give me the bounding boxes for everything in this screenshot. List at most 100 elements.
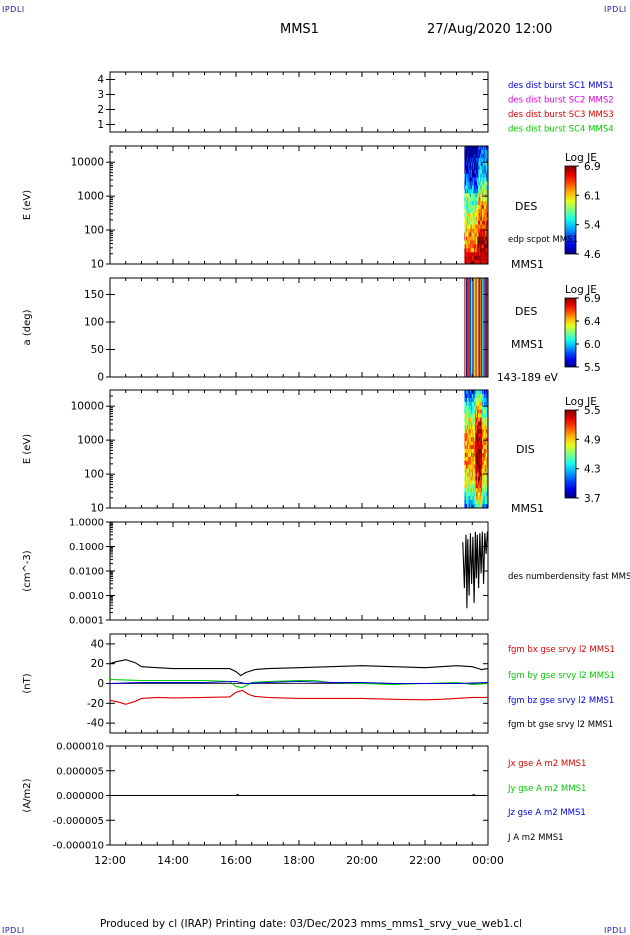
panel-4-spectrogram-cell bbox=[482, 456, 485, 462]
panel-2-spectrogram-cell bbox=[472, 189, 474, 194]
panel-4-spectrogram-cell bbox=[469, 421, 471, 426]
panel-4-spectrogram-cell bbox=[477, 480, 480, 485]
panel-4-spectrogram-cell bbox=[481, 500, 483, 505]
panel-2-spectrogram-cell bbox=[470, 212, 472, 218]
panel-4-spectrogram-cell bbox=[484, 401, 486, 407]
panel-2-spectrogram-cell bbox=[473, 244, 475, 249]
panel-2-spectrogram-cell bbox=[478, 153, 480, 159]
panel-2-spectrogram-cell bbox=[479, 205, 481, 210]
panel-4-spectrogram-cell bbox=[466, 484, 469, 489]
panel-2-spectrogram-cell bbox=[464, 228, 466, 233]
panel-4-spectrogram-cell bbox=[474, 456, 476, 462]
panel-4-spectrogram-cell bbox=[471, 437, 473, 442]
panel-4-spectrogram-cell bbox=[482, 409, 484, 415]
panel-2-spectrogram-cell bbox=[469, 248, 471, 253]
panel-2-spectrogram-cell bbox=[474, 236, 476, 241]
panel-4-spectrogram-cell bbox=[484, 456, 486, 462]
panel-2-spectrogram-cell bbox=[477, 161, 479, 167]
panel-4-spectrogram-cell bbox=[467, 476, 470, 481]
panel-2-spectrogram-cell bbox=[484, 161, 486, 167]
panel-4-spectrogram-cell bbox=[472, 484, 474, 489]
panel-4-spectrogram-cell bbox=[482, 488, 484, 493]
panel-4-spectrogram-cell bbox=[469, 417, 471, 422]
panel-2-spectrogram-cell bbox=[475, 193, 477, 198]
panel-4-spectrogram-cell bbox=[482, 429, 485, 434]
panel-2-spectrogram-cell bbox=[466, 165, 468, 171]
panel-6-series-3-line bbox=[109, 680, 489, 685]
panel-2-spectrogram-cell bbox=[482, 181, 484, 186]
panel-2-spectrogram-cell bbox=[479, 189, 481, 194]
panel-4-spectrogram-cell bbox=[481, 452, 483, 458]
panel-4-spectrogram-cell bbox=[477, 460, 479, 466]
panel-2-spectrogram-cell bbox=[470, 201, 472, 206]
panel-2-spectrogram-cell bbox=[482, 189, 485, 194]
panel-2-spectrogram-cell bbox=[475, 244, 477, 249]
panel-2-spectrogram-cell bbox=[472, 208, 474, 214]
panel-4-spectrogram-cell bbox=[481, 445, 483, 450]
panel-4-spectrogram-cell bbox=[473, 452, 475, 458]
panel-4-spectrogram-cell bbox=[467, 409, 470, 415]
panel-4-spectrogram-cell bbox=[472, 468, 474, 474]
panel-4-spectrogram-cell bbox=[466, 500, 468, 505]
panel-4-spectrogram-cell bbox=[467, 413, 470, 418]
panel-2-spectrogram-cell bbox=[464, 248, 466, 253]
panel-2-spectrogram-cell bbox=[476, 220, 478, 226]
panel-2-spectrogram-cell bbox=[486, 149, 488, 155]
panel-4-spectrogram-cell bbox=[482, 480, 484, 485]
panel-2-spectrogram-cell bbox=[468, 236, 470, 241]
panel-2-spectrogram-cell bbox=[475, 149, 477, 155]
panel-2-spectrogram-cell bbox=[486, 220, 488, 226]
panel-5-ytick-label: 0.1000 bbox=[69, 542, 104, 553]
panel-2-spectrogram-cell bbox=[482, 224, 485, 230]
panel-3-spectrogram-cell bbox=[483, 278, 486, 377]
panel-2-spectrogram-cell bbox=[477, 173, 480, 178]
panel-4-spectrogram-cell bbox=[467, 452, 470, 458]
panel-3-spectrogram-cell bbox=[482, 278, 484, 377]
corner-label-top-left: IPDLI bbox=[2, 5, 25, 14]
panel-4-spectrogram-cell bbox=[485, 445, 487, 450]
panel-4-spectrogram-cell bbox=[484, 452, 486, 458]
panel-2-spectrogram-cell bbox=[472, 205, 475, 210]
panel-2-spectrogram-cell bbox=[476, 177, 478, 182]
panel-4-spectrogram-cell bbox=[477, 405, 479, 411]
panel-2-spectrogram-cell bbox=[477, 181, 479, 186]
panel-2-spectrogram-cell bbox=[478, 201, 480, 206]
panel-4-spectrogram-cell bbox=[477, 417, 479, 422]
panel-2-spectrogram-cell bbox=[479, 146, 481, 151]
panel-2-spectrogram-cell bbox=[482, 161, 485, 167]
panel-4-spectrogram-cell bbox=[472, 401, 474, 407]
panel-3-colorbar bbox=[564, 297, 577, 368]
panel-2-spectrogram-cell bbox=[481, 216, 483, 222]
panel-4-spectrogram-cell bbox=[470, 429, 472, 434]
panel-2-spectrogram-cell bbox=[466, 212, 469, 218]
panel-4-spectrogram-cell bbox=[483, 413, 486, 418]
panel-2-spectrogram-cell bbox=[465, 201, 467, 206]
panel-4-spectrogram-cell bbox=[469, 476, 471, 481]
panel-2-spectrogram-cell bbox=[472, 197, 475, 202]
panel-2-spectrogram-cell bbox=[477, 153, 479, 159]
panel-4-spectrogram-cell bbox=[486, 445, 488, 450]
panel-4-spectrogram-cell bbox=[471, 405, 473, 411]
panel-3-spectrogram-cell bbox=[484, 278, 486, 377]
panel-4-spectrogram-cell bbox=[482, 433, 484, 438]
corner-label-bottom-right: IPDLI bbox=[604, 926, 627, 935]
panel-2-spectrogram-cell bbox=[467, 232, 470, 237]
panel-2-spectrogram-cell bbox=[464, 157, 466, 163]
panel-4-spectrogram-cell bbox=[470, 488, 472, 493]
panel-2-spectrogram-cell bbox=[466, 252, 469, 257]
panel-4-spectrogram-cell bbox=[477, 397, 480, 403]
panel-2-spectrogram-cell bbox=[485, 165, 487, 171]
panel-2-spectrogram-cell bbox=[468, 224, 470, 230]
panel-4-spectrogram-cell bbox=[483, 468, 486, 474]
panel-4-spectrogram-cell bbox=[467, 390, 470, 395]
panel-4-spectrogram-cell bbox=[480, 429, 482, 434]
panel-2-spectrogram-cell bbox=[469, 169, 471, 174]
panel-2-spectrogram-cell bbox=[466, 248, 469, 253]
panel-2-spectrogram-cell bbox=[466, 157, 469, 163]
panel-2-spectrogram-cell bbox=[475, 173, 477, 178]
panel-2-spectrogram-cell bbox=[470, 240, 472, 245]
panel-6-series-label-3: fgm bz gse srvy l2 MMS1 bbox=[508, 696, 614, 706]
panel-2-spectrogram-cell bbox=[482, 240, 484, 245]
panel-2-spectrogram-cell bbox=[482, 149, 484, 155]
panel-2-spectrogram-cell bbox=[477, 256, 480, 261]
